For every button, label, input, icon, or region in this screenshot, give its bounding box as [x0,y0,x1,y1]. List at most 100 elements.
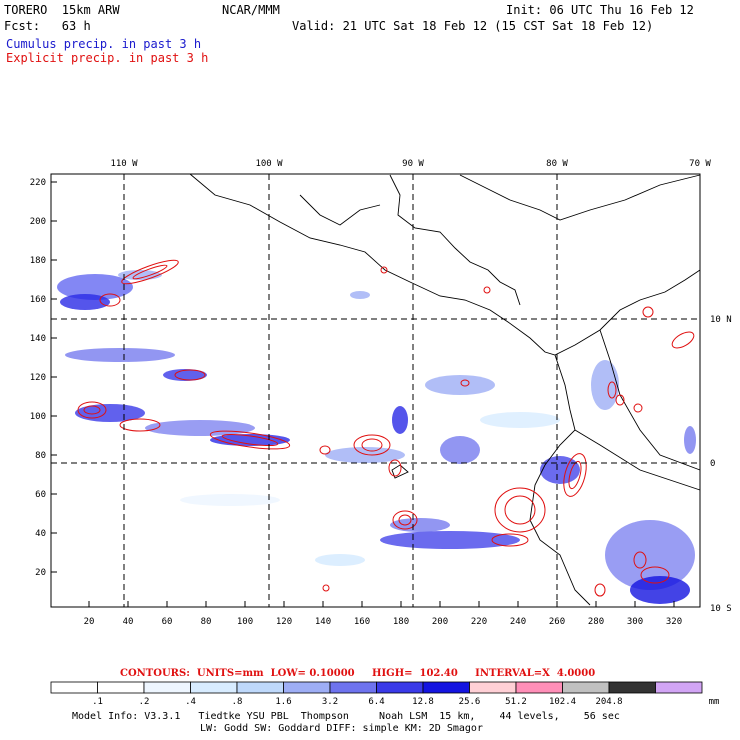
lat-label: 10 S [710,604,732,614]
precip-contour [388,459,402,477]
y-tick-label: 80 [35,451,46,461]
precip-area [540,456,580,484]
y-tick-label: 160 [30,295,46,305]
precip-contour [99,293,121,307]
precip-contour [568,460,582,490]
organization: NCAR/MMM [222,3,280,17]
precip-area [145,420,255,436]
precip-area [325,447,405,463]
colorbar-swatch [515,681,563,694]
precip-contour [563,453,587,497]
colorbar-label: 51.2 [505,697,527,707]
precip-contour [77,401,107,419]
left-tick-labels: 220 200 180 160 140 120 100 80 60 40 20 [30,178,46,578]
x-tick-label: 20 [84,617,95,627]
galapagos-island [391,464,409,479]
colorbar-swatch [655,681,703,694]
bottom-axis-ticks [88,601,675,607]
colorbar-label: .8 [232,697,243,707]
precip-contour [640,566,670,584]
colorbar-label: .4 [185,697,196,707]
y-tick-label: 20 [35,568,46,578]
colorbar-swatch [143,681,191,694]
y-tick-label: 40 [35,529,46,539]
precip-contour [594,583,606,597]
precip-area [425,375,495,395]
y-tick-label: 140 [30,334,46,344]
x-tick-label: 100 [237,617,253,627]
x-tick-label: 260 [549,617,565,627]
y-tick-label: 180 [30,256,46,266]
lon-label: 110 W [110,159,138,169]
x-tick-label: 180 [393,617,409,627]
explicit-legend-line: Explicit precip. in past 3 h [6,51,209,65]
precip-area [350,291,370,299]
coastline-yucatan [389,174,521,306]
precip-contour [504,495,536,525]
precip-contour [642,306,654,318]
y-tick-label: 220 [30,178,46,188]
x-tick-label: 300 [627,617,643,627]
border-ecuador-peru [574,429,701,491]
colorbar-label: .2 [139,697,150,707]
lat-label: 0 [710,459,715,469]
colorbar-label: .1 [92,697,103,707]
x-tick-label: 60 [162,617,173,627]
precip-contour [460,379,470,387]
x-tick-label: 120 [276,617,292,627]
colorbar-label: 204.8 [595,697,622,707]
colorbar-swatch [422,681,470,694]
colorbar-label: 25.6 [459,697,481,707]
precip-area [57,274,133,300]
colorbar-swatch [236,681,284,694]
lat-label: 10 N [710,315,732,325]
precip-contour [483,286,491,294]
explicit-precip-contours [77,259,695,597]
border-mexico [299,194,381,226]
precip-contour [607,381,617,399]
forecast-hour: Fcst: 63 h [4,19,91,33]
physics-info-line: LW: Godd SW: Goddard DIFF: simple KM: 2D… [200,723,483,734]
colorbar-label: 102.4 [549,697,576,707]
coastlines [189,173,701,606]
precip-contour [671,331,695,349]
precip-area [180,494,280,506]
lon-label: 90 W [402,159,424,169]
y-tick-label: 120 [30,373,46,383]
lon-label: 70 W [689,159,711,169]
precip-area [440,436,480,464]
colorbar-labels: .1 .2 .4 .8 1.6 3.2 6.4 12.8 25.6 51.2 102.4 204.8 [92,697,622,707]
lon-label: 80 W [546,159,568,169]
left-axis-ticks [51,181,57,573]
precip-area [630,576,690,604]
precip-contour [83,405,101,415]
x-tick-label: 320 [666,617,682,627]
precip-area [315,554,365,566]
colorbar-swatch [469,681,517,694]
colorbar [50,681,703,694]
precip-area [684,426,696,454]
colorbar-swatch [562,681,610,694]
cumulus-precip-shading [57,270,696,604]
precip-contour [398,514,412,526]
lat-lon-grid [51,174,700,607]
cumulus-legend-line: Cumulus precip. in past 3 h [6,37,202,51]
colorbar-unit: mm [709,697,720,707]
precip-contour [132,264,168,280]
precip-contour [174,369,206,381]
precip-area [163,369,207,381]
precip-area [65,348,175,362]
x-tick-label: 140 [315,617,331,627]
precip-contour [353,434,391,456]
x-tick-label: 240 [510,617,526,627]
map-frame [50,173,701,608]
precip-contour [221,433,279,447]
x-tick-label: 280 [588,617,604,627]
precip-area [605,520,695,590]
precip-contour [322,584,330,592]
precip-area [480,412,560,428]
precip-contour [121,259,179,285]
precip-contour [633,551,647,569]
x-tick-label: 160 [354,617,370,627]
precip-contour [119,418,161,432]
